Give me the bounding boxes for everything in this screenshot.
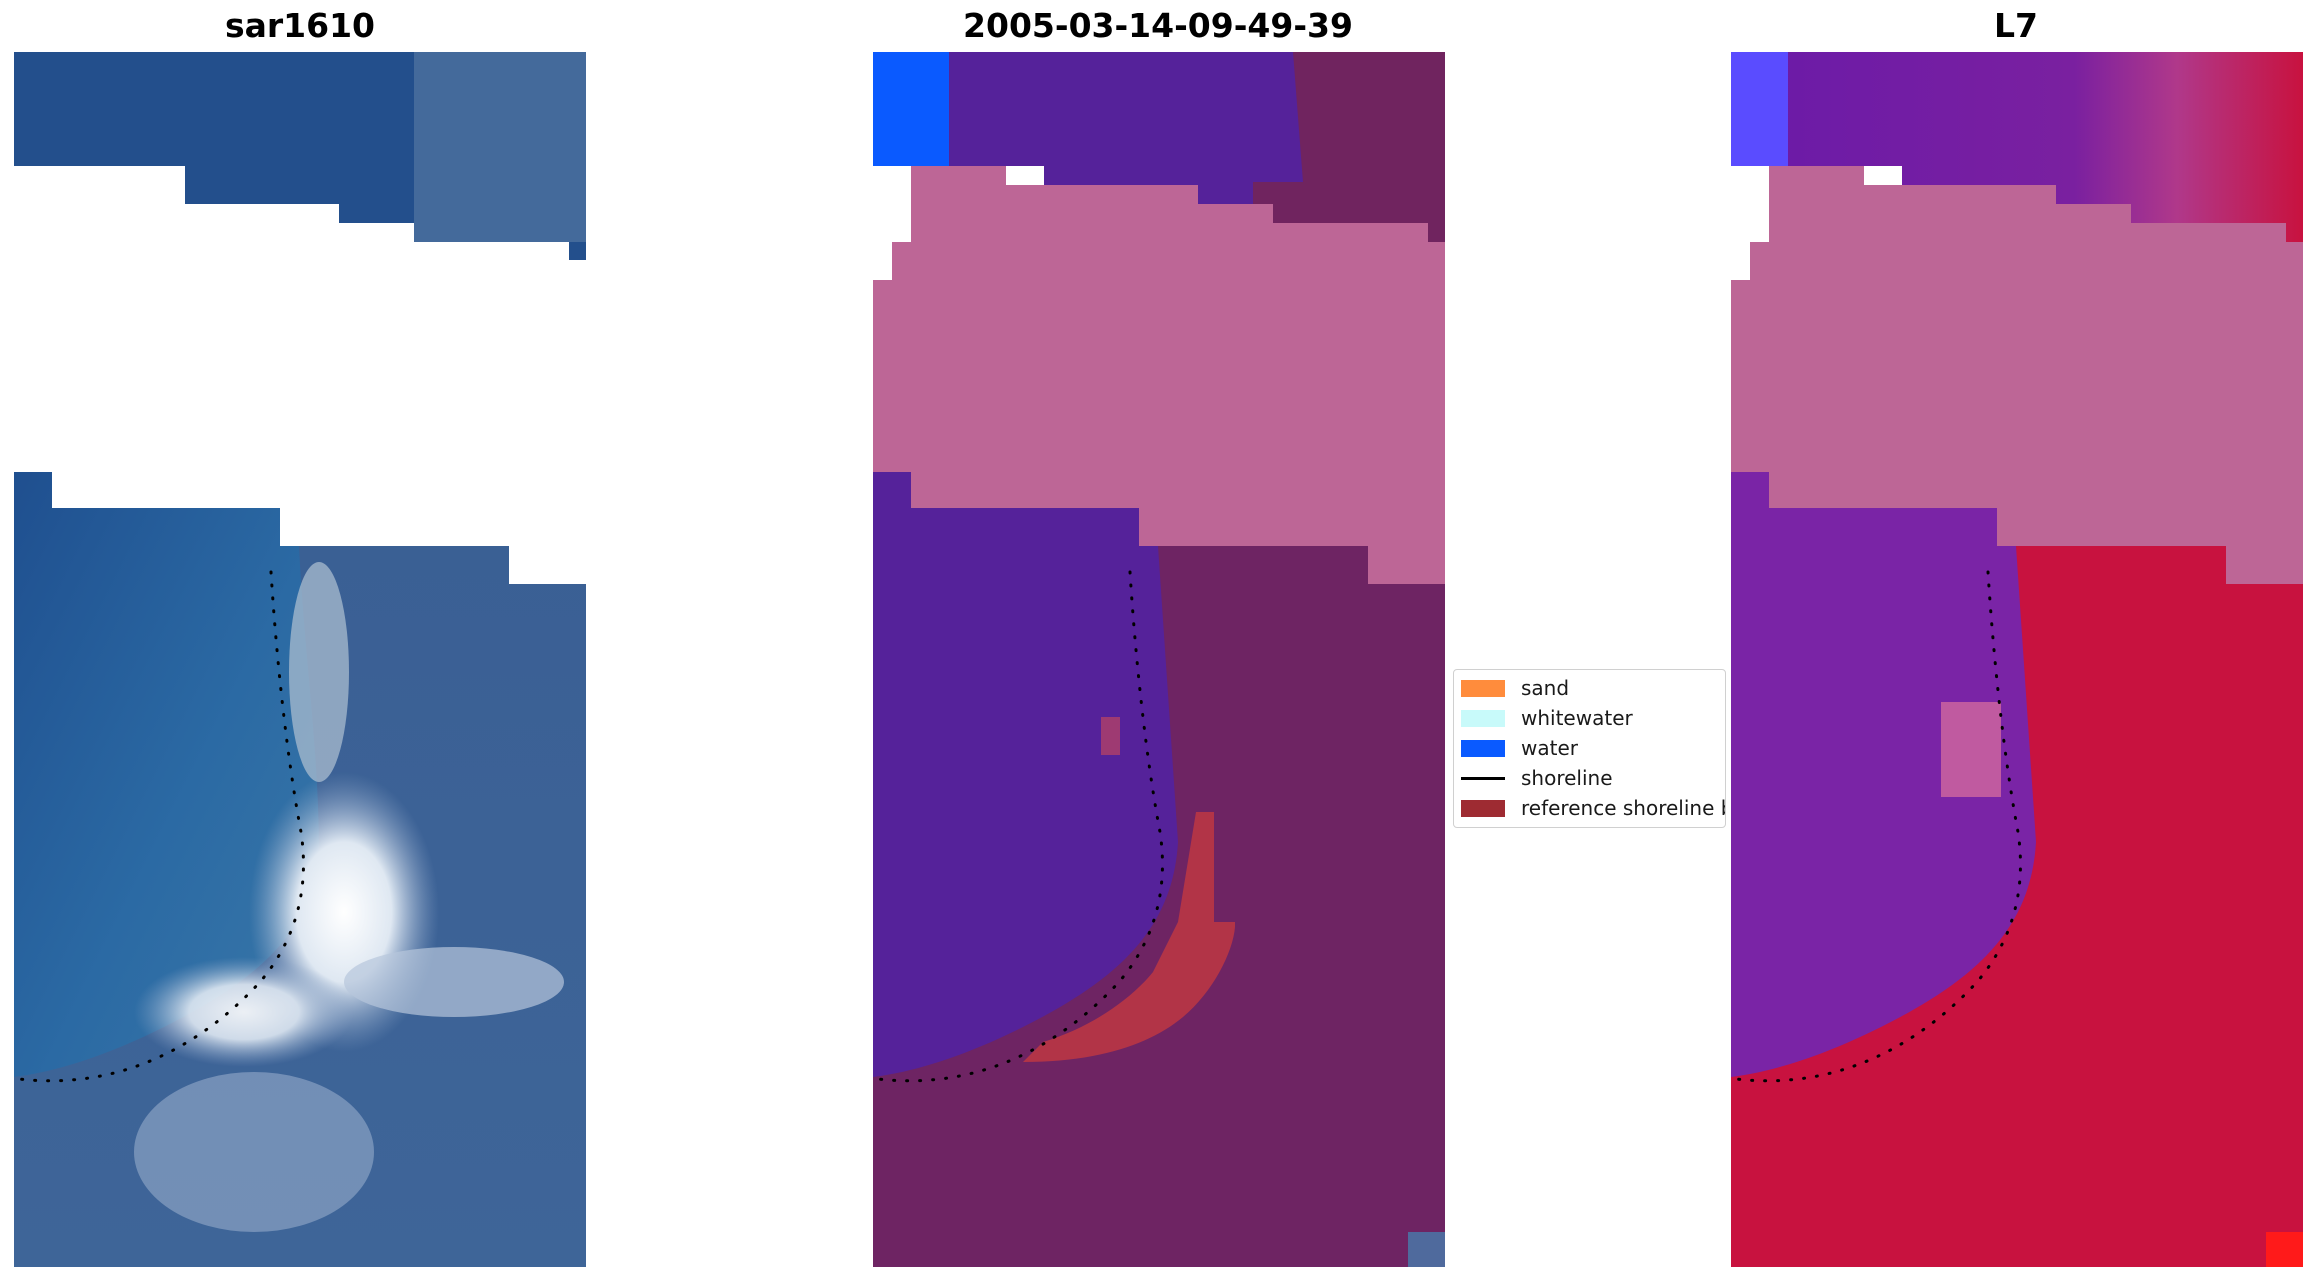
reference-buffer-swatch xyxy=(1461,799,1505,817)
water-swatch xyxy=(1461,739,1505,757)
legend-label-whitewater: whitewater xyxy=(1521,706,1633,730)
index-nodata-band xyxy=(1731,166,2303,584)
class-nodata-band xyxy=(873,166,1445,584)
legend-label-reference-shoreline-buffer: reference shoreline buffer xyxy=(1521,796,1725,820)
index-corner-bright xyxy=(2266,1232,2303,1267)
legend-item-shoreline: shoreline xyxy=(1461,765,1613,791)
classified-image-panel xyxy=(873,52,1445,1267)
panel-title-date: 2005-03-14-09-49-39 xyxy=(963,6,1353,45)
index-top-strip xyxy=(1731,52,2303,260)
legend-label-water: water xyxy=(1521,736,1578,760)
legend-item-water: water xyxy=(1461,735,1578,761)
panel-title-l7: L7 xyxy=(1994,6,2038,45)
rgb-image-panel xyxy=(14,52,586,1267)
index-water-region xyxy=(1731,472,2036,1077)
legend-label-sand: sand xyxy=(1521,676,1570,700)
classified-image-canvas xyxy=(873,52,1445,1267)
class-top-water-bright xyxy=(873,52,949,166)
rgb-whitewater-upper xyxy=(289,562,349,782)
index-water-patch xyxy=(1941,702,2001,797)
rgb-ocean xyxy=(14,472,319,1077)
rgb-top-strip-right xyxy=(414,52,586,242)
whitewater-swatch xyxy=(1461,709,1505,727)
sand-swatch xyxy=(1461,679,1505,697)
legend-item-whitewater: whitewater xyxy=(1461,705,1633,731)
rgb-image-canvas xyxy=(14,52,586,1267)
legend: sand whitewater water shoreline referenc… xyxy=(1453,669,1726,828)
rgb-whitewater-lower xyxy=(134,1072,374,1232)
panel-title-sar1610: sar1610 xyxy=(224,6,376,45)
rgb-whitewater-bar xyxy=(344,947,564,1017)
shoreline-line-swatch xyxy=(1461,776,1505,780)
rgb-whitewater-tail xyxy=(134,957,354,1067)
legend-label-shoreline: shoreline xyxy=(1521,766,1613,790)
legend-item-sand: sand xyxy=(1461,675,1569,701)
class-top-land xyxy=(1253,52,1445,260)
index-top-bright xyxy=(1731,52,1788,166)
index-image-panel xyxy=(1731,52,2303,1267)
class-nodata-corner xyxy=(1408,1232,1445,1267)
legend-item-reference-shoreline-buffer: reference shoreline buffer xyxy=(1461,795,1725,821)
class-water-speck xyxy=(1101,717,1120,755)
class-buffer-region xyxy=(1023,812,1235,1062)
index-image-canvas xyxy=(1731,52,2303,1267)
class-water-region xyxy=(873,472,1178,1077)
